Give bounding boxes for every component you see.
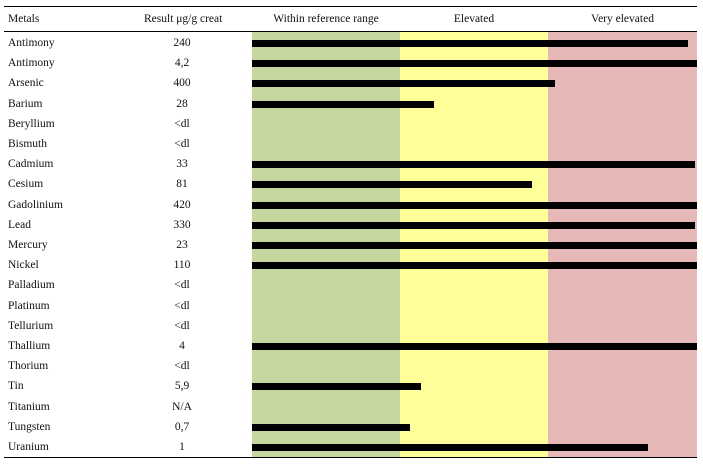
table-row: Palladium <dl (4, 275, 697, 295)
table-row: Cadmium 33 (4, 154, 697, 174)
metal-name: Palladium (8, 279, 55, 292)
metal-name: Titanium (8, 400, 50, 413)
table-row: Tin 5,9 (4, 376, 697, 396)
metal-name: Antimony (8, 57, 55, 70)
metal-name: Thallium (8, 340, 51, 352)
level-bar (252, 100, 434, 108)
level-bar (252, 221, 695, 229)
table-row: Uranium 1 (4, 437, 697, 457)
table-row: Thallium 4 (4, 336, 697, 356)
result-value: <dl (174, 117, 190, 130)
result-value: 240 (173, 37, 191, 49)
table-row: Nickel 110 (4, 255, 697, 275)
table-row: Barium 28 (4, 94, 697, 114)
result-value: 400 (173, 77, 191, 90)
result-value: 4 (179, 340, 185, 352)
level-bar (252, 423, 410, 431)
table-row: Mercury 23 (4, 235, 697, 255)
metals-table: Metals Result μg/g creat Within referenc… (4, 6, 697, 458)
result-value: 420 (173, 198, 191, 211)
result-value: 110 (173, 259, 191, 272)
metal-name: Tin (8, 380, 24, 393)
result-value: 4,2 (174, 57, 190, 70)
metal-name: Cadmium (8, 158, 54, 171)
table-row: Gadolinium 420 (4, 195, 697, 215)
level-bar (252, 40, 688, 47)
result-value: <dl (174, 279, 190, 292)
table-row: Tellurium <dl (4, 316, 697, 336)
level-bar (252, 80, 555, 88)
table-row: Antimony 240 (4, 33, 697, 53)
header-elevated: Elevated (453, 13, 495, 25)
result-value: 33 (176, 158, 188, 171)
result-value: 81 (176, 178, 188, 191)
metal-name: Gadolinium (8, 198, 63, 211)
result-value: 1 (179, 441, 185, 453)
metal-name: Bismuth (8, 138, 47, 150)
level-bar (252, 383, 421, 391)
metal-name: Antimony (8, 37, 55, 49)
result-value: 0,7 (174, 420, 190, 433)
table-row: Platinum <dl (4, 296, 697, 316)
header-result: Result μg/g creat (144, 13, 223, 25)
result-value: 330 (173, 218, 191, 231)
level-bar (252, 181, 532, 189)
level-bar (252, 444, 648, 451)
level-bar (252, 201, 697, 209)
level-bar (252, 262, 697, 270)
table-row: Antimony 4,2 (4, 53, 697, 73)
header-metals: Metals (8, 13, 40, 25)
table-row: Bismuth <dl (4, 134, 697, 154)
metal-name: Barium (8, 97, 43, 110)
metal-name: Tungsten (8, 420, 51, 433)
level-bar (252, 161, 695, 169)
level-bar (252, 343, 697, 350)
result-value: 28 (176, 97, 188, 110)
metal-name: Tellurium (8, 319, 54, 332)
result-value: <dl (174, 299, 190, 312)
table-row: Beryllium <dl (4, 114, 697, 134)
table-top-rule (4, 6, 697, 7)
metal-name: Beryllium (8, 117, 55, 130)
metal-name: Arsenic (8, 77, 44, 90)
metal-name: Mercury (8, 239, 48, 251)
header-rule (4, 31, 697, 32)
header-very-elevated: Very elevated (591, 13, 654, 25)
level-bar (252, 242, 697, 249)
result-value: <dl (174, 138, 190, 150)
metal-name: Thorium (8, 360, 49, 373)
metal-name: Nickel (8, 259, 39, 272)
level-bar (252, 60, 697, 68)
metal-name: Platinum (8, 299, 50, 312)
metal-name: Uranium (8, 441, 49, 453)
table-row: Lead 330 (4, 215, 697, 235)
result-value: <dl (174, 319, 190, 332)
result-value: 5,9 (174, 380, 190, 393)
table-row: Tungsten 0,7 (4, 417, 697, 437)
header-within-reference: Within reference range (273, 13, 379, 25)
table-row: Thorium <dl (4, 356, 697, 376)
result-value: <dl (174, 360, 190, 373)
result-value: 23 (176, 239, 188, 251)
table-row: Cesium 81 (4, 174, 697, 194)
table-row: Titanium N/A (4, 397, 697, 417)
result-value: N/A (172, 400, 192, 413)
table-row: Arsenic 400 (4, 73, 697, 93)
metal-name: Lead (8, 218, 31, 231)
metal-name: Cesium (8, 178, 44, 191)
table-bottom-rule (4, 457, 697, 458)
